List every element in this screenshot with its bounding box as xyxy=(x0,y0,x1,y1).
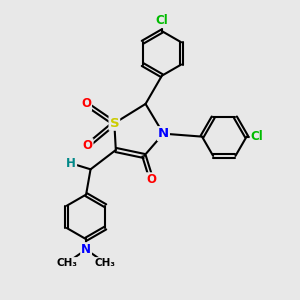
Text: O: O xyxy=(81,98,91,110)
Text: Cl: Cl xyxy=(250,130,263,143)
Text: S: S xyxy=(110,117,119,130)
Text: H: H xyxy=(66,157,76,170)
Text: CH₃: CH₃ xyxy=(56,258,77,268)
Text: O: O xyxy=(82,139,93,152)
Text: CH₃: CH₃ xyxy=(95,258,116,268)
Text: Cl: Cl xyxy=(155,14,168,27)
Text: N: N xyxy=(158,127,169,140)
Text: O: O xyxy=(146,173,157,186)
Text: N: N xyxy=(81,243,91,256)
